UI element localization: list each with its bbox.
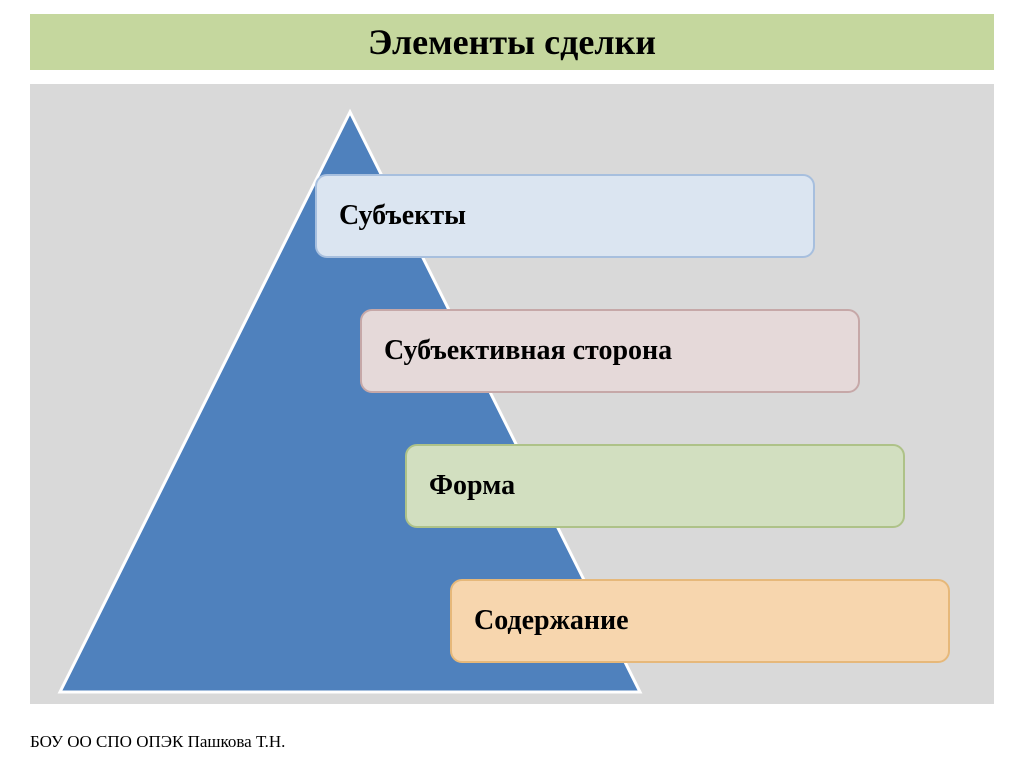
pyramid-item-0: Субъекты: [315, 174, 815, 258]
pyramid-item-label: Форма: [429, 470, 515, 502]
items-layer: Субъекты Субъективная сторона Форма Содержа…: [30, 84, 994, 704]
content-panel: Субъекты Субъективная сторона Форма Содержа…: [30, 84, 994, 704]
pyramid-item-2: Форма: [405, 444, 905, 528]
title-bar: Элементы сделки: [30, 14, 994, 70]
pyramid-item-label: Содержание: [474, 605, 629, 637]
pyramid-item-label: Субъективная сторона: [384, 335, 672, 367]
pyramid-item-label: Субъекты: [339, 200, 466, 232]
pyramid-item-3: Содержание: [450, 579, 950, 663]
slide: Элементы сделки Субъекты Субъективная сто…: [0, 0, 1024, 768]
pyramid-item-1: Субъективная сторона: [360, 309, 860, 393]
page-title: Элементы сделки: [368, 21, 656, 63]
footer-text: БОУ ОО СПО ОПЭК Пашкова Т.Н.: [30, 732, 285, 752]
